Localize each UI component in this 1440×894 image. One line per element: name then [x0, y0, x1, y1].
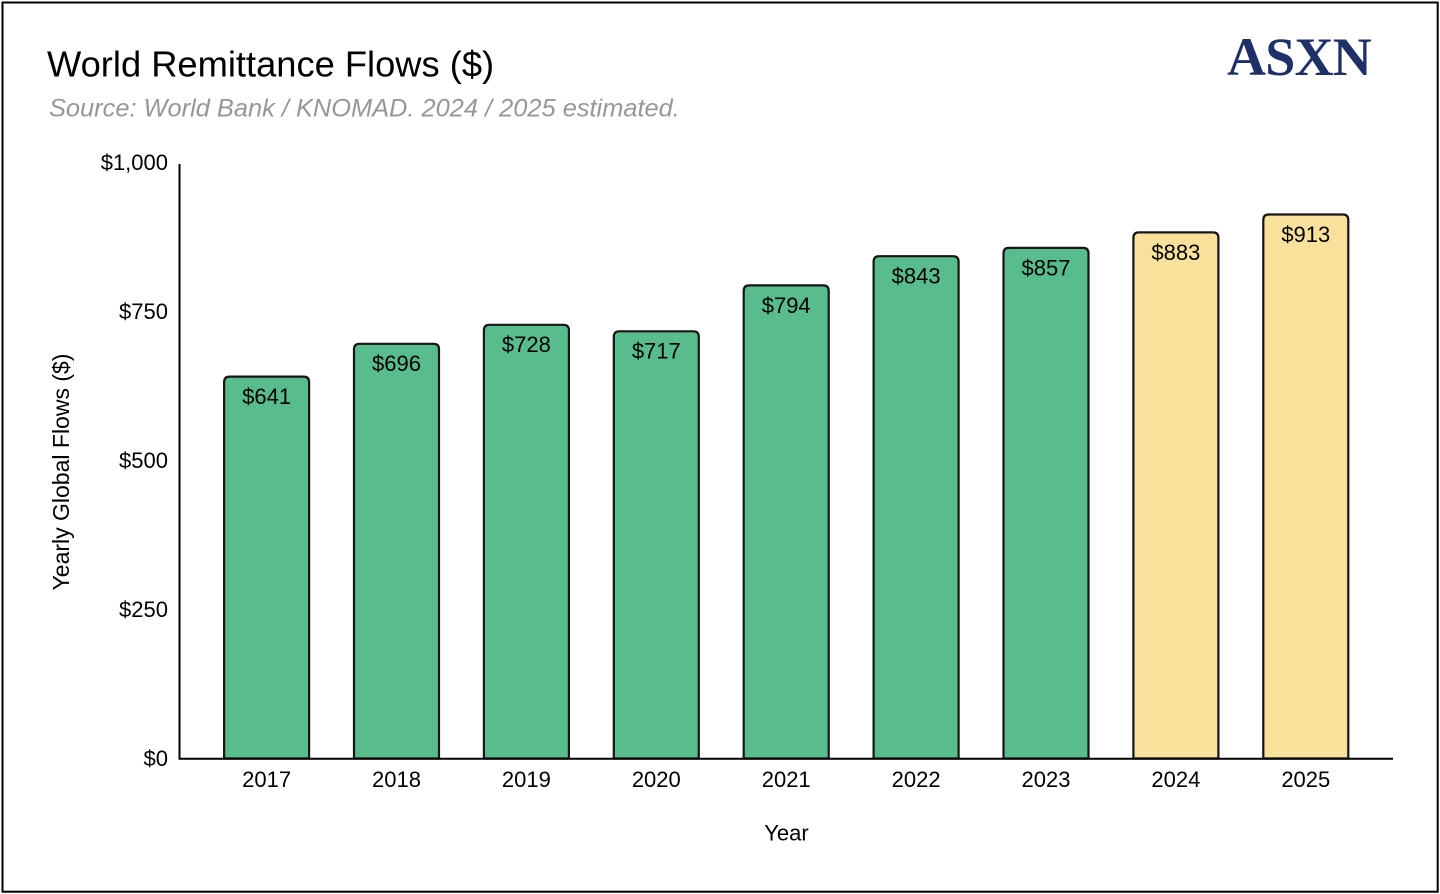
svg-text:$250: $250 — [119, 597, 168, 622]
svg-text:Yearly Global Flows ($): Yearly Global Flows ($) — [48, 354, 74, 591]
svg-text:2025: 2025 — [1281, 767, 1330, 792]
svg-text:2017: 2017 — [242, 767, 291, 792]
svg-text:World Remittance Flows ($): World Remittance Flows ($) — [47, 44, 494, 85]
svg-text:$717: $717 — [632, 339, 681, 364]
svg-text:$750: $750 — [119, 299, 168, 324]
svg-text:$500: $500 — [119, 448, 168, 473]
svg-text:Year: Year — [764, 821, 808, 846]
svg-text:2020: 2020 — [632, 767, 681, 792]
svg-text:$843: $843 — [892, 264, 941, 289]
svg-text:$794: $794 — [762, 293, 811, 318]
svg-text:$728: $728 — [502, 332, 551, 357]
svg-text:$913: $913 — [1281, 222, 1330, 247]
svg-text:$0: $0 — [144, 746, 168, 771]
svg-text:2021: 2021 — [762, 767, 811, 792]
svg-text:2024: 2024 — [1151, 767, 1200, 792]
svg-text:$696: $696 — [372, 351, 421, 376]
svg-text:Source: World Bank / KNOMAD. 2: Source: World Bank / KNOMAD. 2024 / 2025… — [49, 95, 680, 123]
svg-text:2019: 2019 — [502, 767, 551, 792]
svg-text:2018: 2018 — [372, 767, 421, 792]
svg-text:2022: 2022 — [892, 767, 941, 792]
svg-text:$883: $883 — [1151, 240, 1200, 265]
svg-text:ASXN: ASXN — [1227, 27, 1372, 87]
svg-text:$1,000: $1,000 — [101, 150, 168, 175]
svg-text:2023: 2023 — [1022, 767, 1071, 792]
svg-text:$641: $641 — [242, 384, 291, 409]
svg-text:$857: $857 — [1022, 255, 1071, 280]
